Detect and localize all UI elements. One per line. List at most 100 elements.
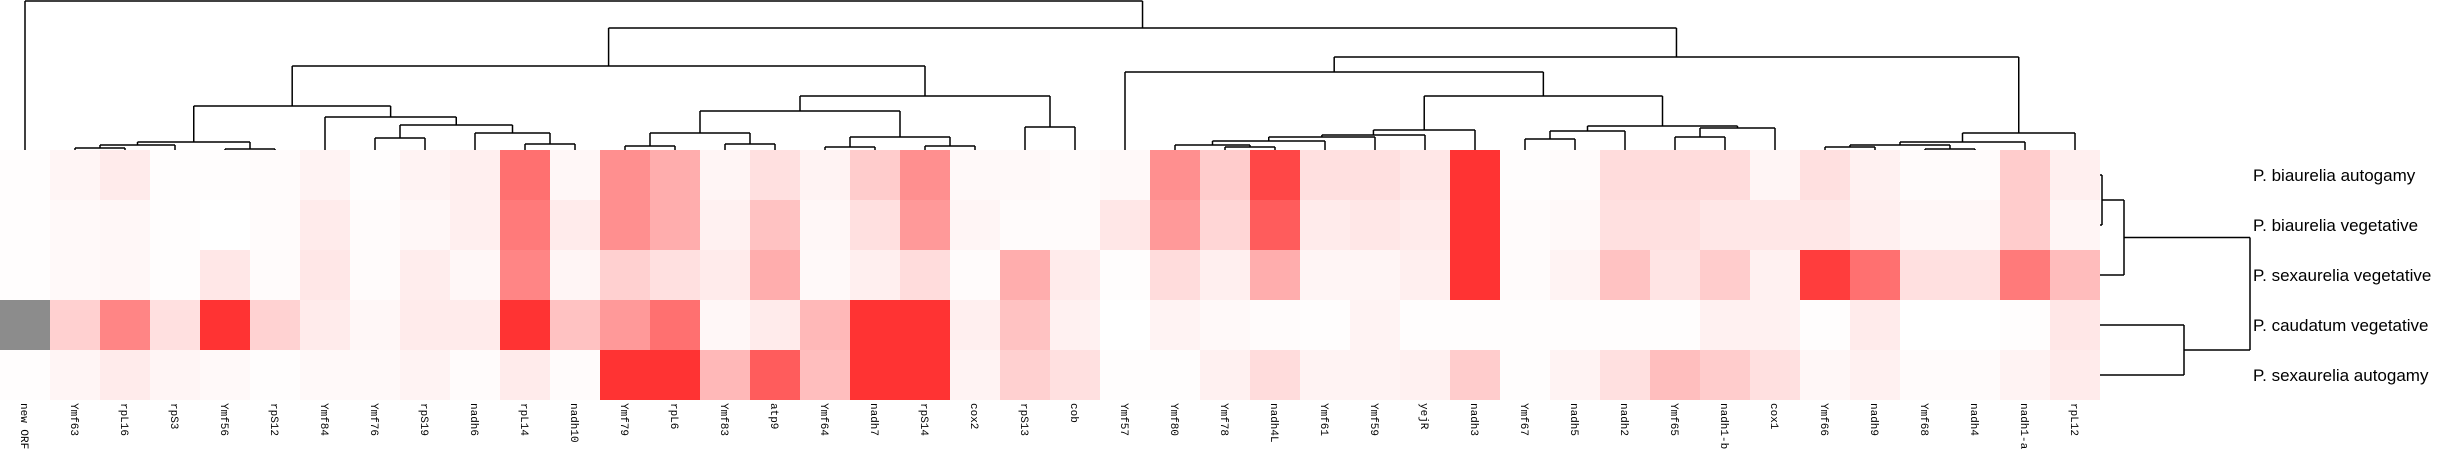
- heatmap-cell: [1100, 350, 1150, 400]
- column-label: Ymf76: [367, 403, 379, 436]
- heatmap-cell: [1500, 150, 1550, 200]
- heatmap-cell: [600, 350, 650, 400]
- heatmap-cell: [350, 250, 400, 300]
- heatmap-cell: [150, 150, 200, 200]
- heatmap-cell: [1650, 300, 1700, 350]
- heatmap-cell: [1300, 150, 1350, 200]
- heatmap-cell: [900, 200, 950, 250]
- heatmap-cell: [1750, 200, 1800, 250]
- heatmap-cells: [0, 150, 2100, 400]
- heatmap-cell: [300, 350, 350, 400]
- column-label: Ymf59: [1367, 403, 1379, 436]
- heatmap-cell: [1350, 150, 1400, 200]
- heatmap-cell: [750, 350, 800, 400]
- heatmap-cell: [150, 200, 200, 250]
- heatmap-cell: [950, 350, 1000, 400]
- column-label: nadh10: [567, 403, 579, 443]
- heatmap-cell: [800, 150, 850, 200]
- heatmap-cell: [700, 300, 750, 350]
- heatmap-cell: [1100, 150, 1150, 200]
- heatmap-cell: [200, 300, 250, 350]
- heatmap-cell: [600, 200, 650, 250]
- heatmap-cell: [1100, 200, 1150, 250]
- heatmap-cell: [700, 250, 750, 300]
- heatmap-cell: [1700, 350, 1750, 400]
- heatmap-cell: [2000, 250, 2050, 300]
- column-label: rpL6: [667, 403, 679, 429]
- heatmap-cell: [1400, 200, 1450, 250]
- heatmap-cell: [1050, 300, 1100, 350]
- heatmap-cell: [1700, 300, 1750, 350]
- heatmap-cell: [450, 200, 500, 250]
- heatmap-cell: [900, 300, 950, 350]
- heatmap-cell: [1250, 350, 1300, 400]
- column-label: Ymf84: [317, 403, 329, 436]
- heatmap-cell: [400, 300, 450, 350]
- heatmap-cell: [1950, 250, 2000, 300]
- column-label: Ymf63: [67, 403, 79, 436]
- heatmap-cell: [500, 300, 550, 350]
- heatmap-cell: [100, 200, 150, 250]
- heatmap-cell: [1450, 200, 1500, 250]
- heatmap-cell: [850, 350, 900, 400]
- heatmap-cell: [950, 150, 1000, 200]
- heatmap-cell: [1850, 350, 1900, 400]
- heatmap-cell: [1350, 200, 1400, 250]
- column-label: cob: [1067, 403, 1079, 423]
- heatmap-cell: [1800, 150, 1850, 200]
- heatmap-cell: [1500, 200, 1550, 250]
- column-label: atp9: [767, 403, 779, 429]
- column-label: Ymf67: [1517, 403, 1529, 436]
- heatmap-cell: [450, 300, 500, 350]
- heatmap-cell: [1750, 150, 1800, 200]
- heatmap-cell: [1750, 250, 1800, 300]
- column-label: cox1: [1767, 403, 1779, 430]
- column-label: Ymf83: [717, 403, 729, 436]
- heatmap-cell: [1650, 250, 1700, 300]
- heatmap-cell: [450, 350, 500, 400]
- heatmap-cell: [1350, 250, 1400, 300]
- heatmap-cell: [100, 350, 150, 400]
- heatmap-cell: [350, 350, 400, 400]
- heatmap-cell: [1600, 300, 1650, 350]
- heatmap-cell: [300, 300, 350, 350]
- heatmap-cell: [1700, 150, 1750, 200]
- heatmap-cell: [900, 250, 950, 300]
- row-label: P. caudatum vegetative: [2253, 316, 2428, 335]
- heatmap-cell: [1150, 300, 1200, 350]
- heatmap-cell: [400, 200, 450, 250]
- heatmap-cell: [950, 250, 1000, 300]
- heatmap-cell: [800, 350, 850, 400]
- heatmap-cell: [500, 350, 550, 400]
- heatmap-cell: [800, 250, 850, 300]
- heatmap-cell: [1200, 350, 1250, 400]
- heatmap-cell: [550, 150, 600, 200]
- heatmap-cell: [50, 150, 100, 200]
- heatmap-cell: [1300, 250, 1350, 300]
- heatmap-cell: [1400, 350, 1450, 400]
- heatmap-cell: [1600, 250, 1650, 300]
- heatmap-cell: [1700, 250, 1750, 300]
- heatmap-cell: [1000, 150, 1050, 200]
- heatmap-cell: [650, 300, 700, 350]
- heatmap-cell: [1300, 300, 1350, 350]
- heatmap-cell: [1600, 150, 1650, 200]
- heatmap-cell: [950, 200, 1000, 250]
- heatmap-cell: [1900, 150, 1950, 200]
- column-label: rpL16: [117, 403, 129, 436]
- heatmap-cell: [1200, 300, 1250, 350]
- heatmap-cell: [250, 150, 300, 200]
- heatmap-cell: [600, 250, 650, 300]
- heatmap-cell: [1650, 350, 1700, 400]
- heatmap-cell: [550, 200, 600, 250]
- column-label: new ORF: [17, 403, 29, 449]
- heatmap-cell: [1000, 250, 1050, 300]
- heatmap-cell: [700, 350, 750, 400]
- heatmap-cell: [2050, 150, 2100, 200]
- heatmap-cell: [750, 250, 800, 300]
- column-label: nadh7: [867, 403, 879, 436]
- heatmap-cell: [50, 300, 100, 350]
- heatmap-cell: [1600, 200, 1650, 250]
- heatmap-cell: [1200, 250, 1250, 300]
- heatmap-cell: [900, 150, 950, 200]
